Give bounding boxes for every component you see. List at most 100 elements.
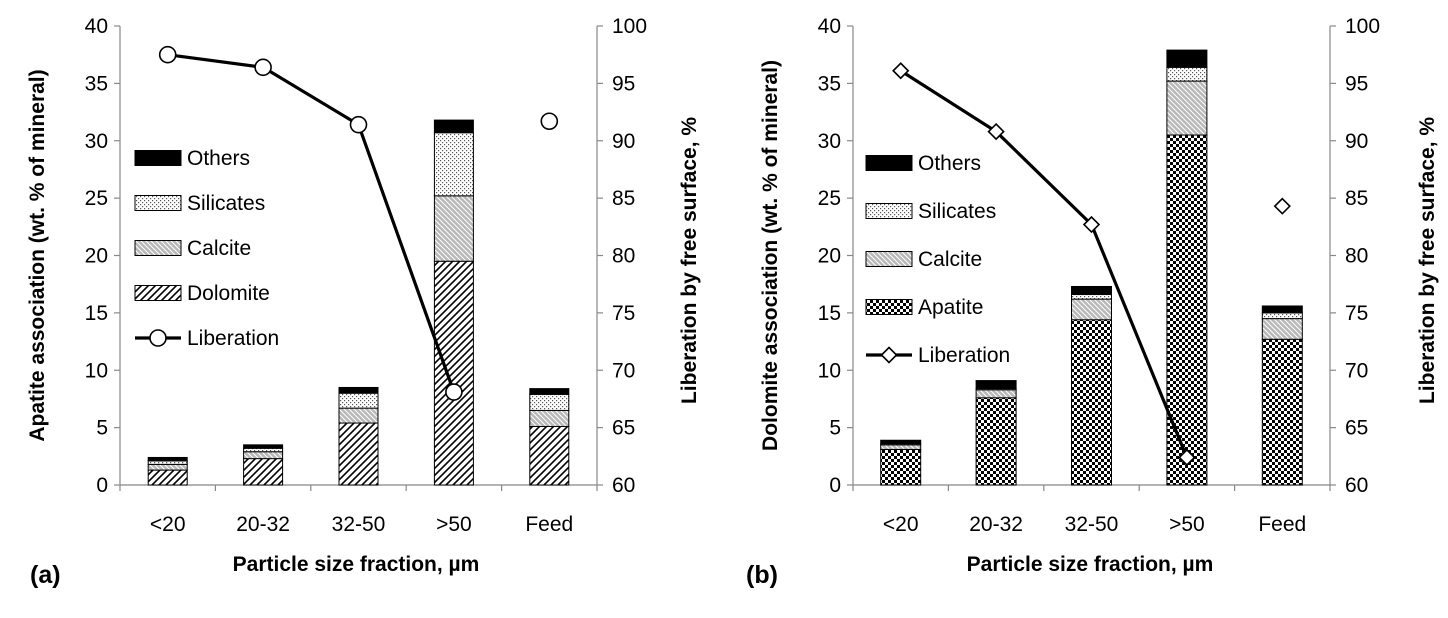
y2-tick-label: 70 [612,359,635,382]
y2-tick-label: 75 [612,302,635,325]
bar-segment-apatite [975,397,1017,486]
liberation-point [158,45,177,64]
y2-tick-label: 100 [1345,15,1380,38]
y2-tick-label: 75 [1345,302,1368,325]
y-tick-label: 5 [96,417,108,440]
bar-segment-others [433,119,474,134]
y2-axis-title: Liberation by free surface, % [678,117,701,404]
bar-segment-dolomite [338,422,379,486]
bar-segment-silicates [147,460,188,465]
liberation-point [1273,197,1291,215]
legend-marker-liberation [149,329,167,347]
bar-segment-apatite [1166,134,1208,486]
y2-tick-label: 90 [1345,130,1368,153]
legend-swatch-apatite [865,299,913,315]
bar-segment-calcite [433,195,474,262]
bar-segment-silicates [1261,312,1303,320]
y-axis-title: Dolomite association (wt. % of mineral) [759,60,782,451]
y-tick-label: 15 [818,302,841,325]
bar-segment-others [529,388,570,395]
y2-axis-title: Liberation by free surface, % [1416,117,1439,404]
legend-swatch-others [865,155,913,171]
x-tick-label: Feed [525,513,573,536]
liberation-point [1178,448,1196,467]
y-tick-label: 10 [85,359,108,382]
bar-segment-silicates [433,132,474,197]
x-tick-label: <20 [883,513,919,536]
liberation-point [540,112,559,131]
chart-panel-a: 0 5 10 15 20 25 30 35 40 60 65 70 75 80 85 90 95 100 <20 20… [26,15,701,589]
y-tick-label: 40 [818,15,841,38]
legend-swatch-silicates [865,203,913,219]
liberation-point [445,383,463,401]
y-tick-label: 35 [818,72,841,95]
bar-segment-others [338,386,379,394]
legend-swatch-others [134,150,182,166]
y2-tick-label: 60 [612,474,635,497]
bar-segment-others [1166,49,1208,68]
x-tick-label: 32-50 [332,513,386,536]
legend-swatch-calcite [134,240,182,256]
bar-segment-calcite [147,463,188,471]
y-tick-label: 25 [818,187,841,210]
bar-segment-calcite [1261,318,1303,340]
bar-segment-dolomite [529,425,570,486]
x-tick-label: >50 [436,513,472,536]
bar-segment-calcite [338,407,379,424]
bar-segment-apatite [1071,319,1112,486]
legend-label: Apatite [918,296,983,319]
bar-segment-others [1071,285,1112,296]
y2-tick-label: 80 [1345,245,1368,268]
legend-label: Calcite [918,248,982,271]
x-tick-label: 32-50 [1065,513,1119,536]
y2-tick-label: 85 [1345,187,1368,210]
bar-segment-apatite [1261,338,1303,486]
legend-label: Calcite [187,237,251,260]
y2-tick-label: 95 [612,72,635,95]
bar-segment-others [975,380,1017,390]
legend-label: Others [187,147,250,170]
legend-label: Silicates [918,200,996,223]
liberation-point [349,115,368,134]
y2-tick-label: 85 [612,187,635,210]
bar-segment-others [1261,305,1303,314]
legend-swatch-dolomite [134,285,182,301]
y-tick-label: 15 [85,302,108,325]
bar-segment-dolomite [243,458,284,486]
bar-segment-others [243,444,284,449]
bar-segment-calcite [243,451,284,460]
bar-segment-apatite [880,448,922,486]
y-tick-label: 20 [818,245,841,268]
y2-tick-label: 70 [1345,359,1368,382]
y-tick-label: 0 [96,474,108,497]
bar-segment-silicates [1166,66,1208,82]
x-tick-label: Feed [1258,513,1306,536]
x-tick-label: >50 [1169,513,1205,536]
y2-tick-label: 60 [1345,474,1368,497]
x-tick-label: 20-32 [969,513,1023,536]
bar-segment-calcite [975,389,1017,399]
panel-label: (a) [30,561,61,589]
x-axis-title: Particle size fraction, µm [233,553,480,576]
chart-panel-b: 0 5 10 15 20 25 30 35 40 60 65 70 75 80 85 90 95 100 <20 20… [746,15,1439,589]
bar-segment-silicates [338,392,379,409]
liberation-point [892,62,910,80]
y-tick-label: 40 [85,15,108,38]
y-tick-label: 5 [829,417,841,440]
y-tick-label: 10 [818,359,841,382]
liberation-line [899,69,1189,459]
legend-label: Liberation [918,344,1010,367]
liberation-line [167,53,456,393]
y2-tick-label: 65 [1345,417,1368,440]
y-tick-label: 0 [829,474,841,497]
bar-segment-silicates [529,393,570,411]
y2-tick-label: 65 [612,417,635,440]
bar-segment-calcite [529,409,570,427]
y-tick-label: 25 [85,187,108,210]
bar-segment-silicates [243,447,284,453]
liberation-point [987,122,1005,141]
bar-segment-dolomite [147,469,188,486]
y2-tick-label: 95 [1345,72,1368,95]
legend-swatch-calcite [865,251,913,267]
